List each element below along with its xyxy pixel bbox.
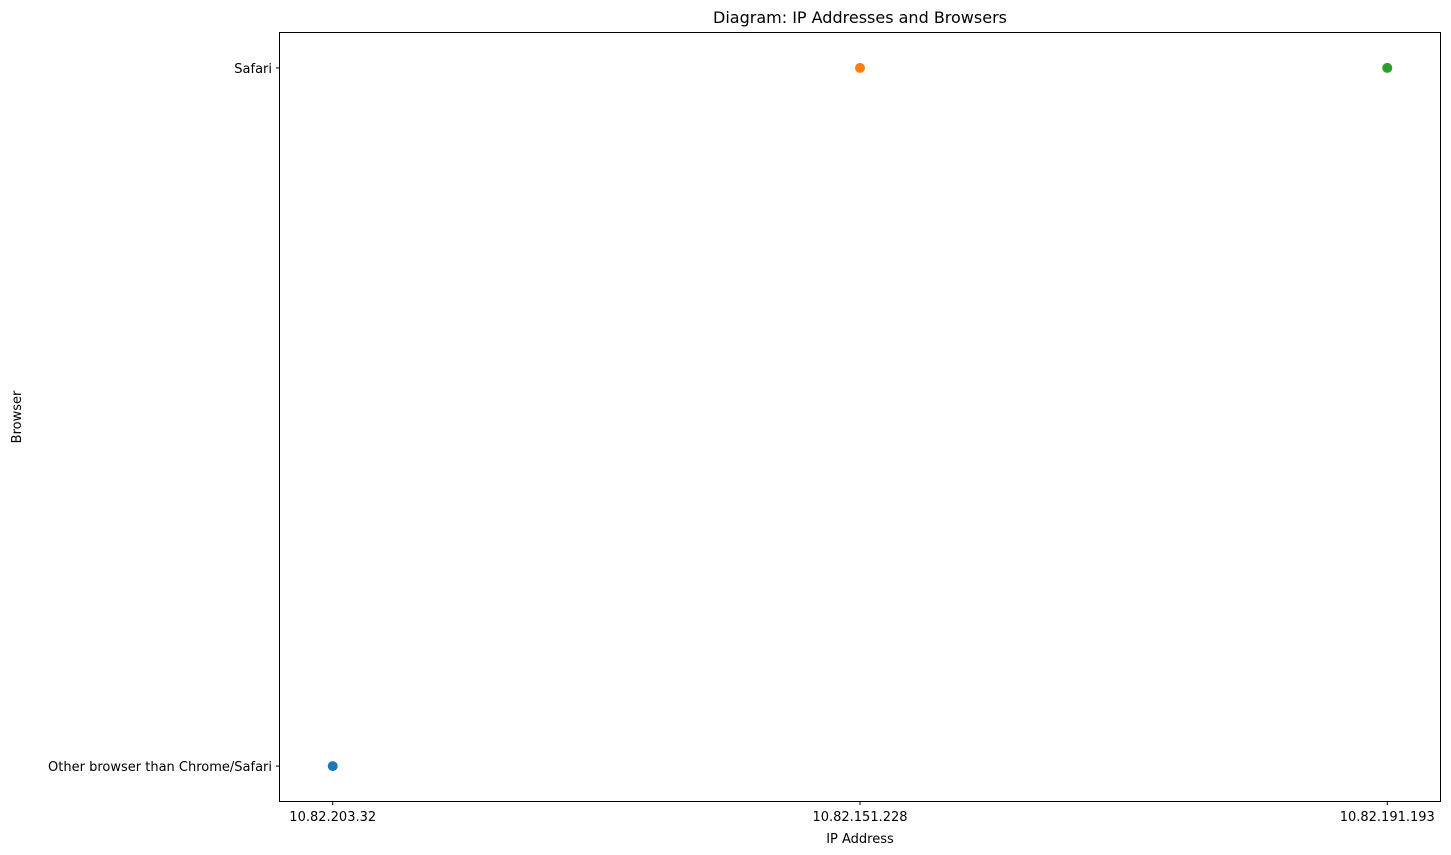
x-axis: 10.82.203.32 10.82.151.228 10.82.191.193	[289, 801, 1435, 825]
x-tick-label: 10.82.203.32	[289, 810, 376, 825]
plot-area-frame	[279, 32, 1441, 802]
data-point	[1382, 62, 1393, 73]
x-tick-label: 10.82.191.193	[1340, 810, 1435, 825]
x-axis-label: IP Address	[826, 832, 894, 847]
y-tick-label: Safari	[234, 62, 272, 77]
data-points	[327, 62, 1393, 772]
chart-title: Diagram: IP Addresses and Browsers	[713, 8, 1007, 27]
data-point	[327, 761, 338, 772]
x-tick-label: 10.82.151.228	[812, 810, 907, 825]
y-axis: Other browser than Chrome/Safari Safari	[48, 62, 280, 775]
data-point	[855, 62, 865, 73]
y-tick-label: Other browser than Chrome/Safari	[48, 760, 272, 775]
y-axis-label: Browser	[10, 390, 25, 443]
